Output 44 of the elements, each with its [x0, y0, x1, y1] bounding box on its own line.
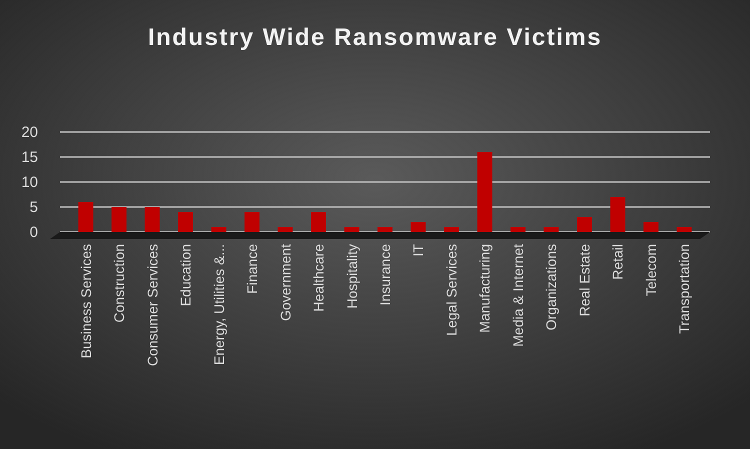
x-tick-label: Consumer Services [144, 244, 160, 366]
bar [378, 227, 392, 232]
bar [178, 212, 193, 232]
bar [78, 202, 94, 232]
bar [278, 227, 293, 232]
x-tick-label: Education [178, 244, 194, 306]
bar [477, 152, 492, 232]
bar [644, 222, 658, 232]
bar [410, 222, 426, 232]
y-tick-label: 15 [21, 149, 38, 166]
bar [676, 227, 692, 232]
x-tick-label: Business Services [78, 244, 94, 358]
bar [144, 207, 160, 232]
x-tick-label: Finance [244, 244, 260, 294]
bar [510, 227, 526, 232]
x-tick-label: IT [410, 244, 426, 256]
x-tick-label: Telecom [642, 244, 659, 296]
x-tick-label: Organizations [543, 244, 560, 330]
x-tick-label: Legal Services [443, 244, 460, 336]
bar [244, 212, 260, 232]
x-tick-label: Media & Internet [510, 244, 526, 347]
bar [112, 207, 126, 232]
x-tick-label: Healthcare [310, 244, 327, 312]
bar [344, 227, 360, 232]
x-tick-label: Real Estate [576, 244, 592, 316]
bar [610, 197, 626, 232]
chart-title: Industry Wide Ransomware Victims [148, 24, 602, 51]
x-tick-label: Manufacturing [476, 244, 493, 333]
bar [444, 227, 459, 232]
x-tick-label: Energy, Utilities &... [210, 244, 227, 366]
x-tick-label: Transportation [676, 244, 692, 334]
y-tick-label: 10 [21, 174, 38, 191]
bar [211, 227, 226, 232]
x-tick-label: Construction [111, 244, 128, 323]
y-tick-label: 20 [21, 124, 38, 141]
bar [311, 212, 326, 232]
y-tick-label: 5 [30, 199, 38, 216]
bar [544, 227, 559, 232]
bar [577, 217, 592, 232]
x-tick-label: Hospitality [344, 244, 360, 309]
x-tick-label: Retail [610, 244, 626, 280]
x-tick-label: Insurance [377, 244, 393, 306]
y-tick-label: 0 [30, 224, 38, 241]
x-tick-label: Government [277, 244, 294, 322]
